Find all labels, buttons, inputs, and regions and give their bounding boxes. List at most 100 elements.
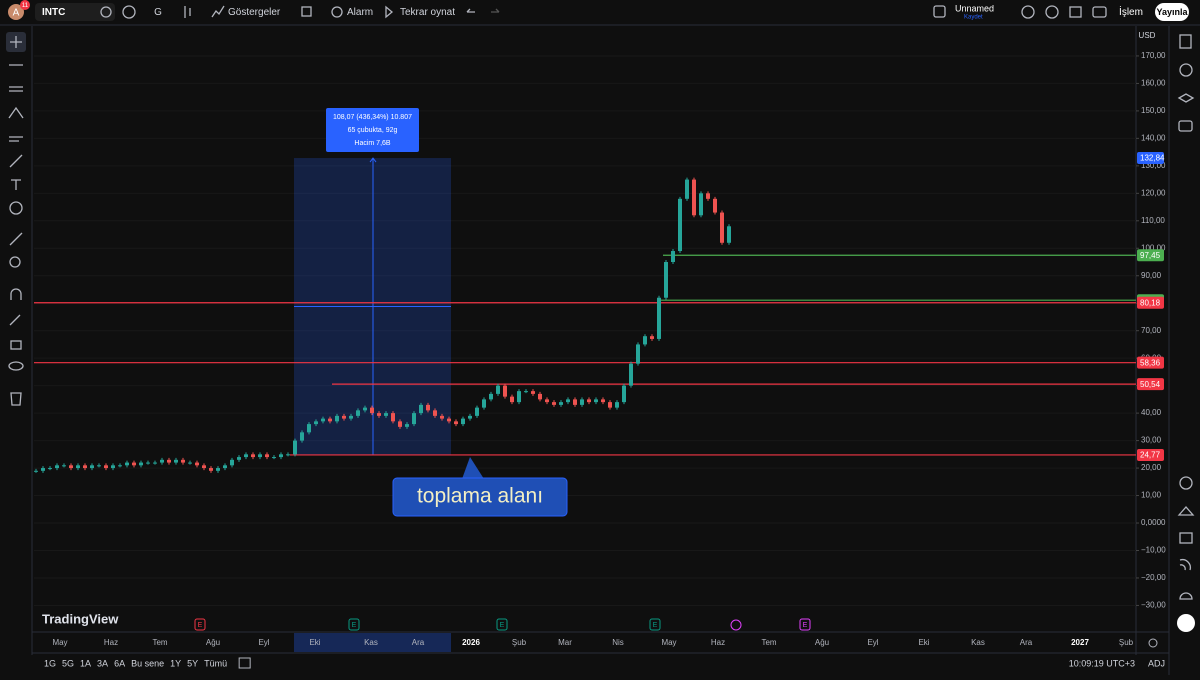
candle — [531, 391, 535, 394]
range-button[interactable]: 6A — [114, 658, 125, 668]
hide-tool[interactable] — [8, 361, 24, 371]
symbol-search[interactable] — [35, 3, 115, 21]
candle — [146, 462, 150, 464]
candle — [727, 226, 731, 243]
range-button[interactable]: Tümü — [204, 658, 227, 668]
candle — [573, 399, 577, 405]
layout-icon[interactable] — [933, 5, 946, 18]
cursor-icon — [10, 36, 22, 48]
alert[interactable]: Alarm — [347, 7, 373, 18]
redo[interactable] — [491, 8, 500, 13]
candle — [398, 421, 402, 427]
candle — [34, 470, 38, 472]
pine[interactable] — [1177, 506, 1195, 516]
symbol: INTC — [42, 7, 65, 18]
event-label: E — [352, 622, 357, 629]
trade-button[interactable]: İşlem — [1119, 5, 1143, 18]
candle — [377, 413, 381, 416]
apps[interactable] — [1177, 614, 1195, 632]
avatar[interactable] — [8, 4, 24, 20]
delete-tool[interactable] — [10, 392, 22, 406]
magnet-tool[interactable] — [10, 288, 22, 300]
chart-type[interactable] — [184, 6, 191, 18]
snapshot[interactable] — [1092, 6, 1107, 18]
layout-name[interactable]: Unnamed — [955, 3, 994, 13]
candle — [692, 179, 696, 216]
range-button[interactable]: Bu sene — [131, 658, 164, 668]
chats[interactable] — [1178, 120, 1193, 132]
candle — [349, 415, 353, 419]
candle — [69, 465, 73, 469]
ideas[interactable] — [1179, 476, 1193, 490]
candle — [566, 399, 570, 403]
candle — [720, 212, 724, 243]
x-tick-label: Eyl — [867, 638, 878, 647]
templates[interactable] — [301, 6, 312, 17]
quick-search[interactable] — [1021, 5, 1035, 19]
fullscreen[interactable] — [1069, 6, 1082, 18]
candle — [83, 465, 87, 469]
x-tick-label: Ara — [412, 638, 425, 647]
price-badge — [1137, 152, 1164, 165]
drawing-mode[interactable] — [9, 314, 21, 326]
price-badge-label: 132,84 — [1140, 154, 1165, 163]
calendar[interactable] — [1179, 532, 1193, 544]
ruler-tool[interactable] — [9, 232, 23, 246]
interval[interactable]: G — [154, 7, 162, 18]
candle — [524, 391, 528, 393]
event-marker — [799, 618, 811, 631]
settings[interactable] — [1045, 5, 1059, 19]
candle — [48, 468, 52, 470]
emoji-tool[interactable] — [9, 201, 23, 215]
pattern-tool[interactable] — [8, 106, 24, 119]
candle — [559, 402, 563, 405]
price-badge-label: 58,36 — [1140, 358, 1161, 367]
line-tools[interactable] — [9, 64, 23, 142]
add-symbol[interactable] — [122, 5, 136, 19]
candle — [76, 465, 80, 469]
notifications[interactable] — [1179, 592, 1193, 600]
right-sidebar — [1168, 26, 1195, 675]
currency[interactable]: USD — [1139, 31, 1156, 40]
x-tick-label: Kas — [971, 638, 985, 647]
price-badge — [1137, 356, 1164, 369]
y-tick-label: 170,00 — [1141, 51, 1166, 60]
candle — [279, 454, 283, 458]
text-tool[interactable] — [11, 179, 21, 190]
date-range — [238, 657, 251, 669]
candle — [272, 457, 276, 459]
brush-tool[interactable] — [9, 154, 23, 168]
event-label: E — [653, 622, 658, 629]
object-tree[interactable] — [1177, 93, 1195, 103]
candle — [440, 415, 444, 419]
undo[interactable] — [466, 8, 475, 13]
event-marker — [649, 618, 661, 631]
range-button[interactable]: 1G — [44, 658, 56, 668]
news[interactable] — [1179, 559, 1191, 571]
publish-button[interactable] — [1155, 3, 1189, 21]
save-status: Kaydet — [964, 15, 983, 21]
watchlist[interactable] — [1179, 34, 1192, 49]
alerts-panel[interactable] — [1179, 63, 1193, 77]
indicators[interactable]: Göstergeler — [228, 7, 281, 18]
y-tick-label: 120,00 — [1141, 188, 1166, 197]
y-tick-label: −20,00 — [1141, 573, 1166, 582]
candle — [384, 413, 388, 416]
x-tick-label: Şub — [512, 638, 527, 647]
range-button[interactable]: 1Y — [170, 658, 181, 668]
x-tick-label: Tem — [152, 638, 167, 647]
y-tick-label: 130,00 — [1141, 161, 1166, 170]
candle — [111, 465, 115, 469]
time-axis-settings — [1148, 638, 1158, 648]
replay[interactable]: Tekrar oynat — [400, 7, 455, 18]
range-button[interactable]: 3A — [97, 658, 108, 668]
candle — [503, 385, 507, 397]
x-tick-label: Kas — [364, 638, 378, 647]
candle — [608, 402, 612, 408]
range-button[interactable]: 5G — [62, 658, 74, 668]
range-button[interactable]: 5Y — [187, 658, 198, 668]
event-marker — [496, 618, 508, 631]
zoom-tool[interactable] — [9, 256, 21, 268]
range-button[interactable]: 1A — [80, 658, 91, 668]
lock-tool[interactable] — [10, 340, 22, 350]
